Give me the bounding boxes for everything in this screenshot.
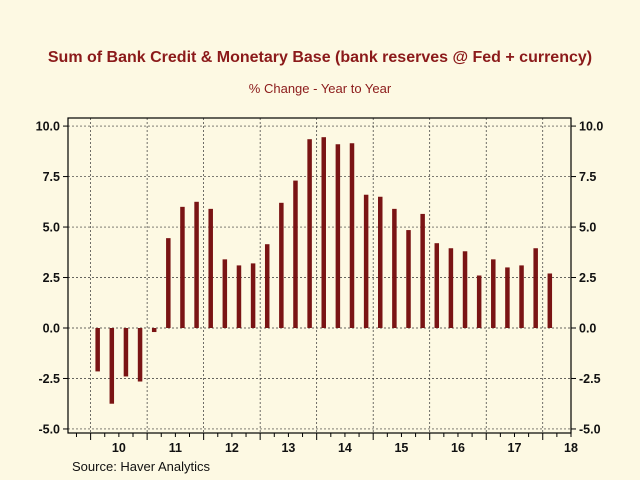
- bar: [166, 238, 171, 328]
- bar: [321, 137, 326, 328]
- bar: [236, 265, 242, 328]
- bar: [180, 206, 185, 328]
- grid-lines: [68, 118, 571, 433]
- bar: [519, 265, 524, 328]
- chart-subtitle: % Change - Year to Year: [249, 81, 392, 96]
- x-tick-label: 13: [281, 441, 295, 455]
- bar: [533, 248, 538, 328]
- y-tick-label-left: 7.5: [43, 170, 60, 184]
- chart-title: Sum of Bank Credit & Monetary Base (bank…: [48, 49, 592, 66]
- bar: [151, 328, 157, 333]
- tick-labels: 10.0 10.0 7.5 7.5 5.0 5.0 2.5 2.5 0.0 0.0 -2.5 -2.5…: [36, 120, 604, 455]
- bar: [279, 202, 284, 328]
- y-tick-label-left: -5.0: [38, 422, 60, 436]
- y-tick-label-right: -5.0: [579, 422, 601, 436]
- y-tick-label-right: 7.5: [579, 170, 596, 184]
- y-tick-label-left: 2.5: [43, 271, 60, 285]
- x-tick-label: 14: [338, 441, 352, 455]
- x-tick-label: 16: [451, 441, 465, 455]
- bar: [307, 139, 312, 328]
- bar: [547, 273, 553, 328]
- bar: [293, 180, 298, 328]
- bar: [123, 328, 129, 377]
- bar: [505, 267, 510, 328]
- y-tick-label-right: 0.0: [579, 322, 596, 336]
- x-tick-label: 15: [394, 441, 408, 455]
- bar: [448, 248, 454, 328]
- bar: [406, 230, 411, 328]
- y-tick-label-left: 5.0: [43, 221, 60, 235]
- y-tick-label-right: 5.0: [579, 221, 596, 235]
- bar: [462, 251, 468, 328]
- y-tick-label-left: 0.0: [43, 322, 60, 336]
- x-tick-label: 10: [112, 441, 126, 455]
- plot-frame: [67, 117, 572, 434]
- bar: [378, 196, 383, 328]
- bar: [222, 259, 228, 328]
- y-tick-label-right: 2.5: [579, 271, 596, 285]
- bar: [363, 194, 369, 328]
- bar: [476, 275, 482, 328]
- x-tick-label: 18: [564, 441, 578, 455]
- bar: [392, 208, 397, 328]
- bar: [95, 328, 100, 372]
- x-tick-label: 17: [508, 441, 522, 455]
- bar: [349, 143, 355, 328]
- source-note: Source: Haver Analytics: [72, 459, 211, 474]
- y-tick-label-left: 10.0: [36, 120, 60, 134]
- bar: [264, 244, 270, 328]
- bar: [208, 208, 213, 328]
- y-tick-label-right: 10.0: [579, 120, 603, 134]
- y-tick-label-right: -2.5: [579, 372, 601, 386]
- bar: [137, 328, 143, 382]
- x-tick-label: 11: [169, 441, 182, 455]
- bar: [434, 243, 440, 328]
- bar: [420, 213, 425, 328]
- bar-series: [95, 137, 553, 404]
- bar: [491, 259, 496, 328]
- bar: [109, 328, 115, 404]
- y-tick-label-left: -2.5: [38, 372, 60, 386]
- bar: [194, 201, 199, 328]
- axes: [63, 117, 576, 440]
- bar: [250, 263, 256, 328]
- x-tick-label: 12: [225, 441, 239, 455]
- bar: [335, 144, 341, 328]
